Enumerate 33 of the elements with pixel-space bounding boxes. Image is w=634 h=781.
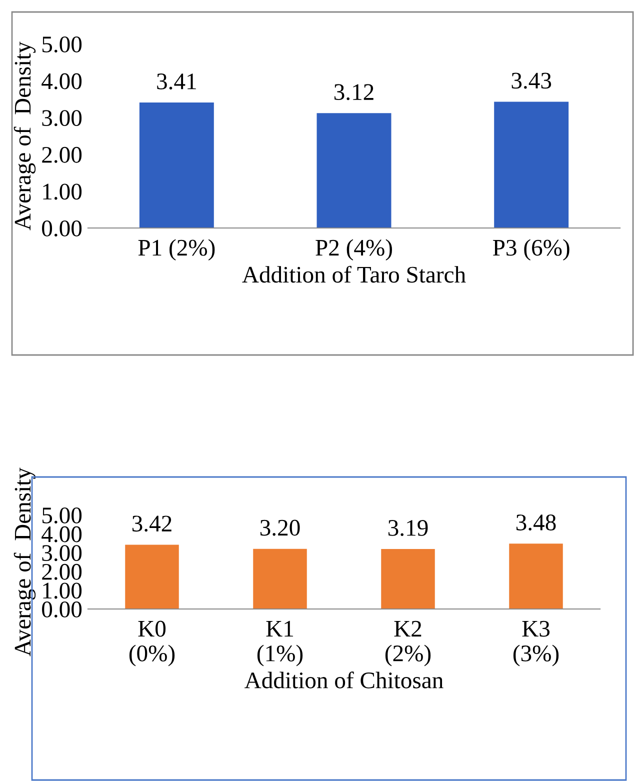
bar [316, 113, 392, 228]
data-label: 3.41 [157, 74, 196, 90]
y-tick-label: 5.00 [42, 507, 82, 524]
data-label: 3.20 [260, 520, 300, 536]
y-tick-label: 4.00 [42, 73, 82, 90]
data-label: 3.48 [516, 514, 556, 531]
y-tick-label: 2.00 [42, 146, 82, 163]
y-tick-label: 0.00 [42, 220, 82, 237]
data-label: 3.43 [512, 72, 552, 89]
x-tick-label: K1 (1%) [257, 620, 303, 666]
y-axis-title: Average of Density [14, 468, 36, 656]
y-tick-label: 2.00 [42, 564, 82, 580]
y-axis-title: Average of Density [14, 42, 36, 230]
y-tick-label: 0.00 [42, 601, 82, 618]
y-tick-label: 3.00 [42, 545, 82, 562]
x-tick-label: P3 (6%) [492, 239, 570, 261]
x-axis-title: Addition of Taro Starch [242, 266, 466, 283]
data-label: 3.19 [388, 520, 428, 536]
y-tick-label: 3.00 [42, 110, 82, 126]
data-label: 3.12 [334, 84, 374, 100]
x-tick-label: K3 (3%) [513, 620, 559, 666]
x-tick-label: P2 (4%) [316, 239, 392, 261]
y-tick-label: 1.00 [43, 582, 82, 599]
x-tick-label: K0 (0%) [129, 620, 175, 666]
bar [139, 102, 214, 228]
x-axis-title: Addition of Chitosan [244, 672, 444, 688]
y-tick-label: 5.00 [42, 36, 82, 53]
data-label: 3.42 [132, 516, 172, 532]
y-tick-label: 4.00 [42, 526, 82, 542]
bar [494, 102, 569, 228]
x-tick-label: P1 (2%) [138, 239, 215, 261]
x-tick-label: K2 (2%) [385, 620, 431, 666]
y-tick-label: 1.00 [43, 184, 82, 200]
